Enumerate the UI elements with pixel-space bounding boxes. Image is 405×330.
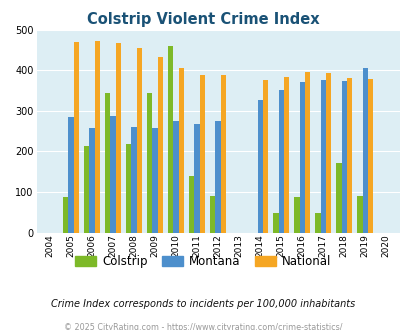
Bar — [152, 128, 158, 233]
Bar — [362, 68, 367, 233]
Bar — [95, 41, 100, 233]
Bar — [168, 46, 173, 233]
Bar — [84, 146, 89, 233]
Bar — [199, 75, 205, 233]
Bar — [105, 93, 110, 233]
Bar — [74, 42, 79, 233]
Bar — [89, 128, 95, 233]
Bar — [304, 72, 310, 233]
Bar — [356, 196, 362, 233]
Bar — [278, 90, 283, 233]
Bar — [116, 43, 121, 233]
Bar — [320, 80, 325, 233]
Bar — [63, 197, 68, 233]
Bar — [131, 127, 136, 233]
Bar — [209, 196, 215, 233]
Bar — [335, 163, 341, 233]
Bar — [126, 144, 131, 233]
Bar — [189, 176, 194, 233]
Bar — [325, 73, 330, 233]
Bar — [346, 78, 352, 233]
Bar — [147, 93, 152, 233]
Bar — [215, 121, 220, 233]
Bar — [194, 124, 199, 233]
Bar — [68, 117, 74, 233]
Bar — [367, 79, 373, 233]
Text: Colstrip Violent Crime Index: Colstrip Violent Crime Index — [87, 12, 318, 26]
Bar — [220, 75, 226, 233]
Text: © 2025 CityRating.com - https://www.cityrating.com/crime-statistics/: © 2025 CityRating.com - https://www.city… — [64, 323, 341, 330]
Bar — [283, 77, 289, 233]
Bar — [257, 100, 262, 233]
Bar — [179, 68, 184, 233]
Bar — [341, 81, 346, 233]
Bar — [110, 116, 116, 233]
Bar — [262, 80, 268, 233]
Bar — [158, 57, 163, 233]
Bar — [299, 82, 304, 233]
Bar — [314, 213, 320, 233]
Bar — [173, 121, 179, 233]
Legend: Colstrip, Montana, National: Colstrip, Montana, National — [70, 250, 335, 273]
Bar — [136, 48, 142, 233]
Text: Crime Index corresponds to incidents per 100,000 inhabitants: Crime Index corresponds to incidents per… — [51, 299, 354, 309]
Bar — [293, 197, 299, 233]
Bar — [273, 213, 278, 233]
